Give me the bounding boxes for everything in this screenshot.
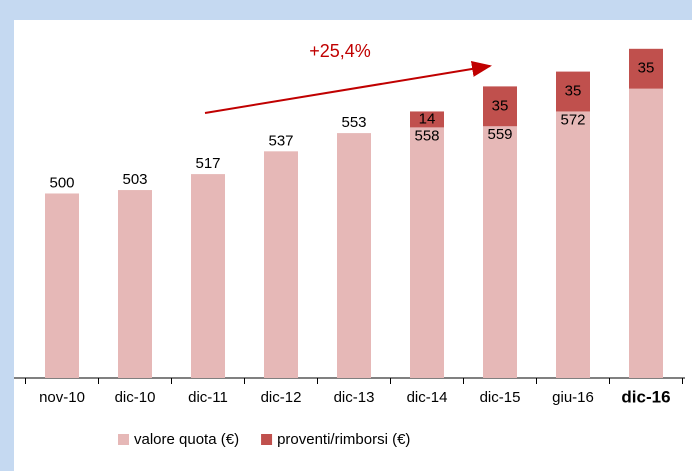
legend-label: proventi/rimborsi (€) (277, 431, 410, 448)
bar-segment (45, 193, 79, 378)
x-tick-label: dic-13 (334, 389, 375, 406)
data-label: 558 (414, 127, 439, 144)
annotation: +25,4% (309, 41, 371, 61)
bar-segment (410, 127, 444, 378)
plot: +25,4% nov-10 500 dic-10 503 dic-11 517 dic-12… (14, 41, 685, 406)
bar-segment (118, 190, 152, 378)
bar-segment (191, 174, 225, 378)
legend-swatch (261, 434, 273, 445)
data-label: 14 (419, 110, 436, 127)
data-label: 35 (492, 97, 509, 114)
data-label: 559 (487, 126, 512, 143)
trend-arrow (204, 61, 492, 114)
x-tick-label: dic-16 (621, 387, 670, 406)
legend-swatch (118, 434, 129, 445)
data-label: 572 (560, 111, 585, 128)
data-label: 35 (638, 60, 655, 77)
bar-segment (556, 111, 590, 378)
bar-segment (264, 151, 298, 378)
bar-segment (483, 126, 517, 379)
bar-segment (410, 111, 444, 128)
bar-segment (629, 48, 663, 89)
x-tick-label: dic-15 (480, 389, 521, 406)
x-tick-label: giu-16 (552, 389, 594, 406)
data-label: 517 (195, 155, 220, 172)
data-label: 537 (268, 132, 293, 149)
x-tick-label: dic-12 (261, 389, 302, 406)
bar-segment (629, 88, 663, 378)
data-label: 35 (565, 82, 582, 99)
x-tick-label: dic-10 (115, 389, 156, 406)
legend-label: valore quota (€) (134, 431, 239, 448)
data-label: 500 (49, 174, 74, 191)
data-label: 503 (122, 171, 147, 188)
bar-segment (483, 86, 517, 127)
bar-segment (337, 133, 371, 378)
x-tick-label: dic-14 (407, 389, 448, 406)
bar-segment (556, 71, 590, 112)
x-tick-label: nov-10 (39, 389, 85, 406)
data-label: 553 (341, 114, 366, 131)
x-tick-label: dic-11 (188, 389, 228, 406)
